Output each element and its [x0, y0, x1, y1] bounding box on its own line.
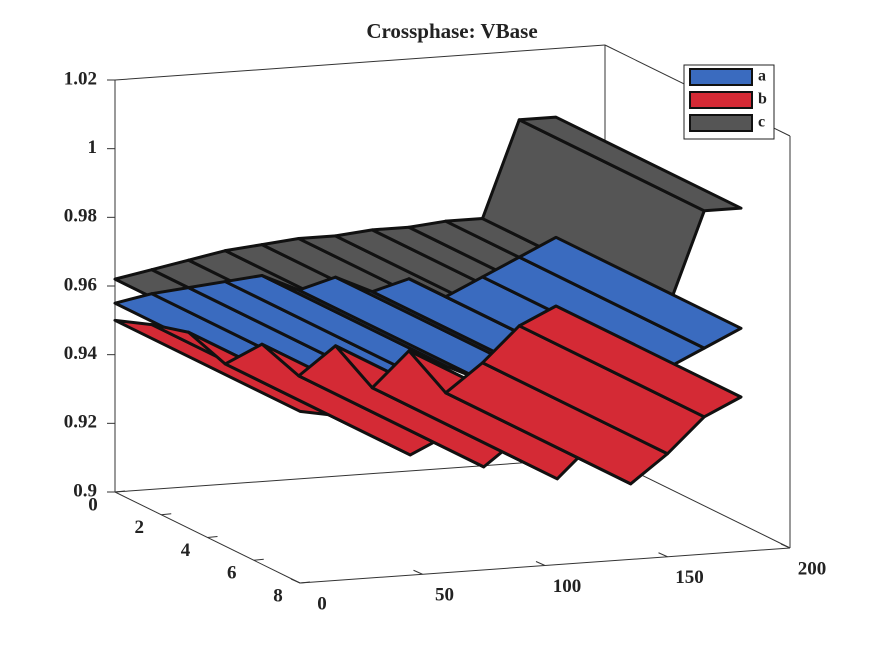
x-tick	[290, 578, 301, 584]
x-tick	[780, 543, 791, 549]
y-tick-label: 8	[273, 585, 283, 606]
legend: abc	[683, 64, 775, 140]
z-tick-label: 1	[88, 137, 98, 158]
z-tick-label: 0.98	[64, 206, 97, 227]
legend-label: c	[758, 114, 765, 131]
legend-swatch	[689, 68, 753, 86]
legend-swatch	[689, 114, 753, 132]
x-tick	[535, 561, 546, 566]
x-tick-label: 100	[553, 576, 582, 597]
x-tick-label: 200	[798, 558, 827, 579]
y-tick-label: 6	[227, 563, 237, 584]
y-tick-label: 0	[88, 494, 98, 515]
y-tick-label: 4	[181, 540, 191, 561]
x-tick	[658, 552, 668, 558]
legend-label: b	[758, 91, 767, 108]
y-tick	[161, 513, 172, 516]
y-tick	[253, 558, 264, 561]
legend-label: a	[758, 68, 766, 85]
y-tick-label: 2	[135, 517, 145, 538]
y-tick	[299, 581, 311, 584]
z-tick-label: 1.02	[64, 68, 97, 89]
y-tick	[207, 536, 218, 538]
surface-patch	[517, 115, 743, 213]
z-tick-label: 0.9	[73, 480, 97, 501]
axis-line	[114, 44, 606, 81]
legend-swatch	[689, 91, 753, 109]
y-tick	[114, 490, 126, 493]
surface	[113, 304, 743, 486]
surface-patch	[517, 235, 743, 350]
x-tick-label: 0	[317, 593, 327, 614]
surface-patch	[517, 304, 743, 419]
chart-title: Crossphase: VBase	[366, 19, 537, 43]
z-tick-label: 0.94	[64, 343, 98, 364]
z-tick-label: 0.92	[64, 412, 97, 433]
x-tick-label: 150	[675, 567, 704, 588]
x-tick-label: 50	[435, 585, 454, 606]
x-tick	[413, 569, 423, 575]
z-tick-label: 0.96	[64, 274, 97, 295]
